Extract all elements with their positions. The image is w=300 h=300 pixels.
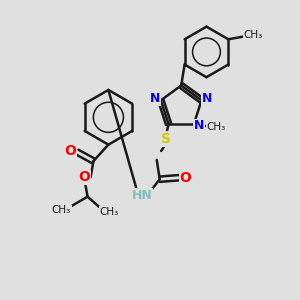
Text: O: O — [180, 171, 191, 185]
Text: S: S — [161, 132, 171, 146]
Text: N: N — [202, 92, 212, 105]
Text: CH₃: CH₃ — [243, 30, 262, 40]
Text: CH₃: CH₃ — [206, 122, 226, 132]
Text: O: O — [78, 170, 90, 184]
Text: N: N — [150, 92, 161, 105]
Text: CH₃: CH₃ — [52, 205, 71, 215]
Text: N: N — [194, 119, 204, 132]
Text: CH₃: CH₃ — [100, 206, 119, 217]
Text: HN: HN — [131, 189, 152, 202]
Text: O: O — [65, 144, 76, 158]
